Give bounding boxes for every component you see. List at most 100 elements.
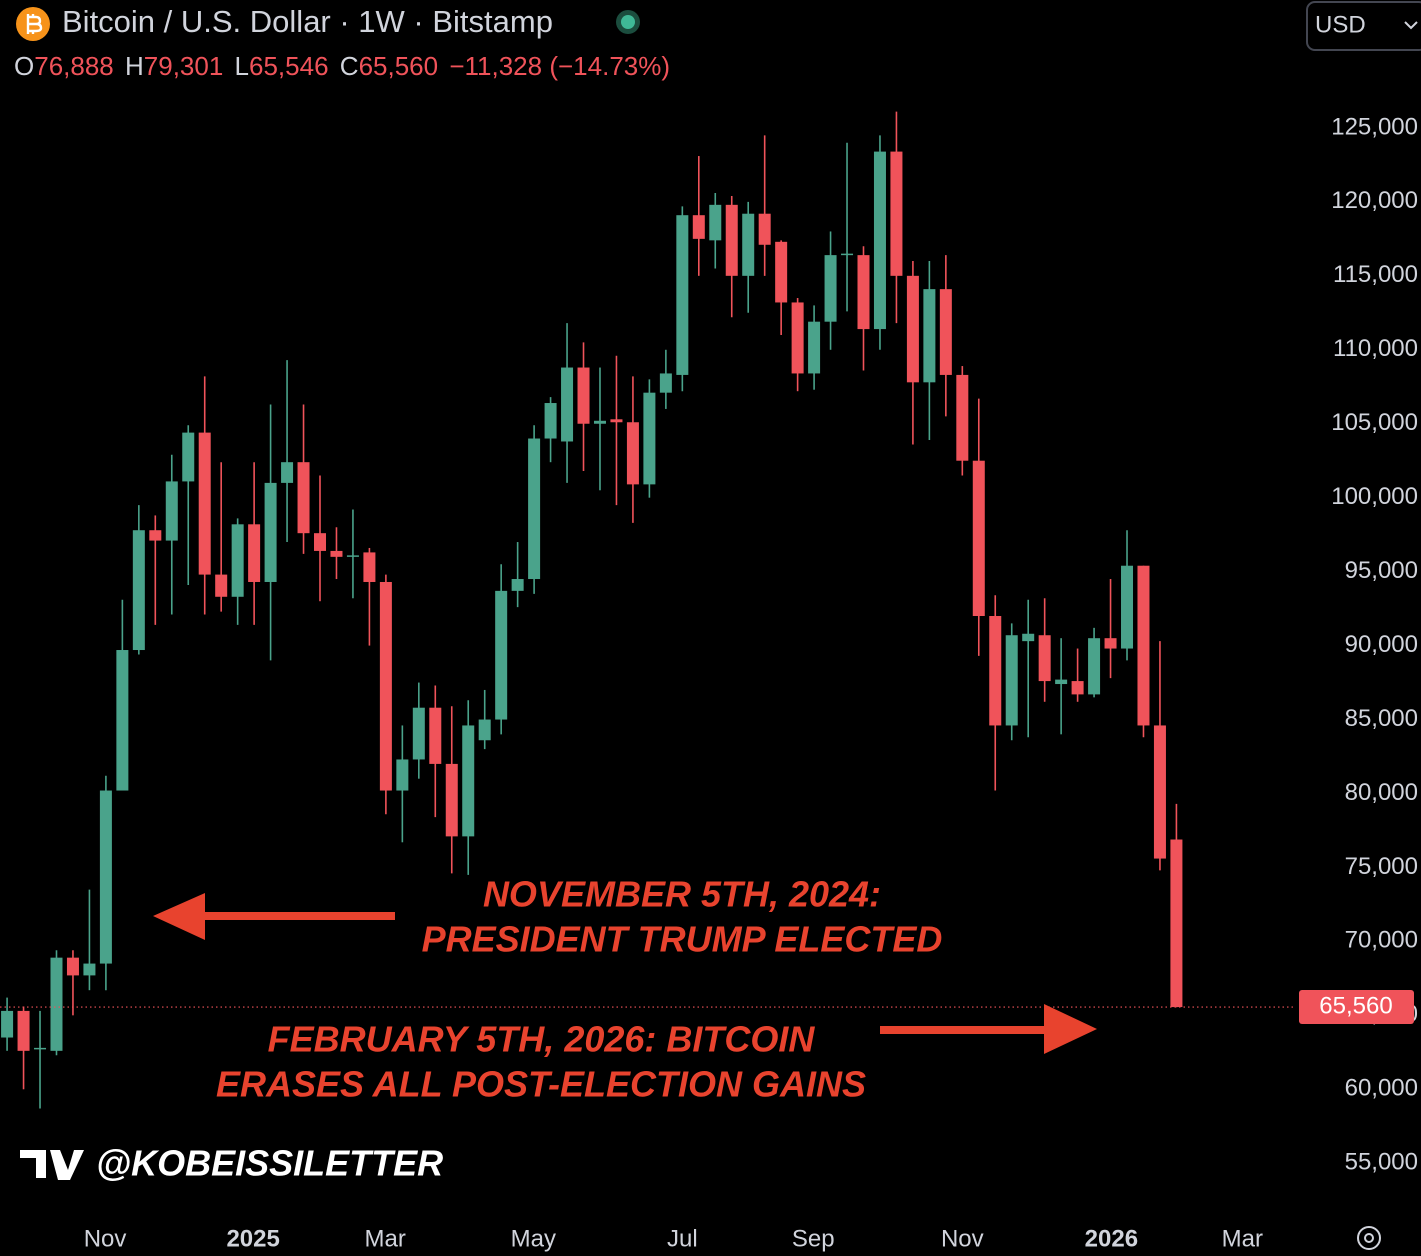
candle [1055, 638, 1068, 735]
ohlc-key: H [125, 51, 144, 81]
candle [791, 298, 804, 392]
candle [511, 542, 524, 608]
settings-icon[interactable] [1357, 1226, 1381, 1250]
annotation: FEBRUARY 5TH, 2026: BITCOIN [268, 1019, 816, 1060]
candle-body [66, 957, 79, 976]
y-tick-label: 115,000 [1333, 261, 1418, 288]
candle [643, 379, 656, 498]
candle [330, 527, 343, 580]
candle [577, 342, 590, 472]
candle [1137, 565, 1150, 738]
candle [379, 574, 392, 815]
x-tick-label: 2025 [226, 1225, 279, 1252]
candle-body [1038, 635, 1051, 682]
candle [1038, 598, 1051, 702]
candle-body [1088, 638, 1101, 695]
candle-body [544, 403, 557, 439]
candle-body [215, 574, 228, 597]
candle-body [429, 707, 442, 764]
candle [692, 156, 705, 276]
candle-body [725, 204, 738, 276]
x-tick-label: Mar [365, 1225, 406, 1252]
candle [939, 255, 952, 417]
currency-button[interactable]: USD [1306, 1, 1421, 51]
y-tick-label: 60,000 [1345, 1075, 1418, 1102]
candle [1022, 599, 1035, 738]
candle-body [791, 302, 804, 374]
candle-body [1137, 565, 1150, 726]
arrow-left [153, 893, 395, 940]
chevron[interactable] [1404, 21, 1418, 30]
candle-body [396, 759, 409, 791]
watermark: @KOBEISSILETTER [96, 1143, 443, 1184]
candle [857, 246, 870, 371]
ohlc-key: C [340, 51, 359, 81]
candle [346, 509, 359, 599]
currency-box[interactable] [1306, 1, 1421, 51]
x-tick-label: Nov [84, 1225, 127, 1252]
candle-body [17, 1010, 30, 1051]
candle [758, 135, 771, 276]
ohlc-change: −11,328 (−14.73%) [449, 51, 670, 81]
candle [1104, 579, 1117, 679]
candle-body [314, 533, 327, 551]
candle [610, 355, 623, 506]
currency-label[interactable]: USD [1315, 11, 1366, 38]
candle [132, 505, 145, 655]
arrow-right [880, 1004, 1097, 1054]
candle [676, 206, 689, 392]
ohlc-value: 76,888 [34, 51, 114, 81]
candle-body [593, 420, 606, 424]
candle-body [956, 374, 969, 461]
candle-body [264, 482, 277, 582]
candle-body [379, 581, 392, 791]
candle-body [511, 579, 524, 591]
candle [528, 425, 541, 594]
candle-body [412, 707, 425, 760]
candle-body [363, 552, 376, 582]
candle [314, 475, 327, 602]
y-tick-label: 70,000 [1345, 927, 1418, 954]
candle-body [626, 422, 639, 485]
candle [412, 682, 425, 779]
candle [775, 240, 788, 335]
candle-body [50, 957, 63, 1051]
candle [198, 376, 211, 615]
candle-body [742, 213, 755, 276]
candle-body [198, 432, 211, 575]
candle [1153, 641, 1166, 871]
y-tick-label: 90,000 [1345, 631, 1418, 658]
candle [165, 454, 178, 615]
candle-body [445, 763, 458, 837]
ohlc-value: 65,560 [359, 51, 439, 81]
last-price-label: 65,560 [1319, 992, 1392, 1019]
candle-body [972, 460, 985, 617]
candle [116, 599, 129, 791]
candle-body [330, 550, 343, 557]
status-dot [621, 15, 635, 29]
candle-body [495, 590, 508, 720]
candle [1005, 623, 1018, 741]
candle-body [939, 289, 952, 375]
candle [17, 1006, 30, 1090]
candle-body [709, 204, 722, 241]
candle-body [1071, 681, 1084, 695]
candle-body [923, 289, 936, 383]
candle [742, 201, 755, 313]
x-tick-label: Nov [941, 1225, 984, 1252]
candle-body [1104, 638, 1117, 649]
candle [890, 111, 903, 324]
candle [808, 305, 821, 390]
annotation: PRESIDENT TRUMP ELECTED [422, 919, 943, 960]
ohlc-key: O [14, 51, 34, 81]
settings-icon-center[interactable] [1364, 1233, 1374, 1243]
candle-body [857, 255, 870, 330]
ohlc-value: 79,301 [144, 51, 224, 81]
candle-body [34, 1047, 47, 1050]
ohlc-value: 65,546 [249, 51, 329, 81]
candle-body [1022, 633, 1035, 642]
candle-body [182, 432, 195, 482]
x-tick-label: 2026 [1085, 1225, 1138, 1252]
candle-body [132, 530, 145, 651]
y-tick-label: 55,000 [1345, 1149, 1418, 1176]
